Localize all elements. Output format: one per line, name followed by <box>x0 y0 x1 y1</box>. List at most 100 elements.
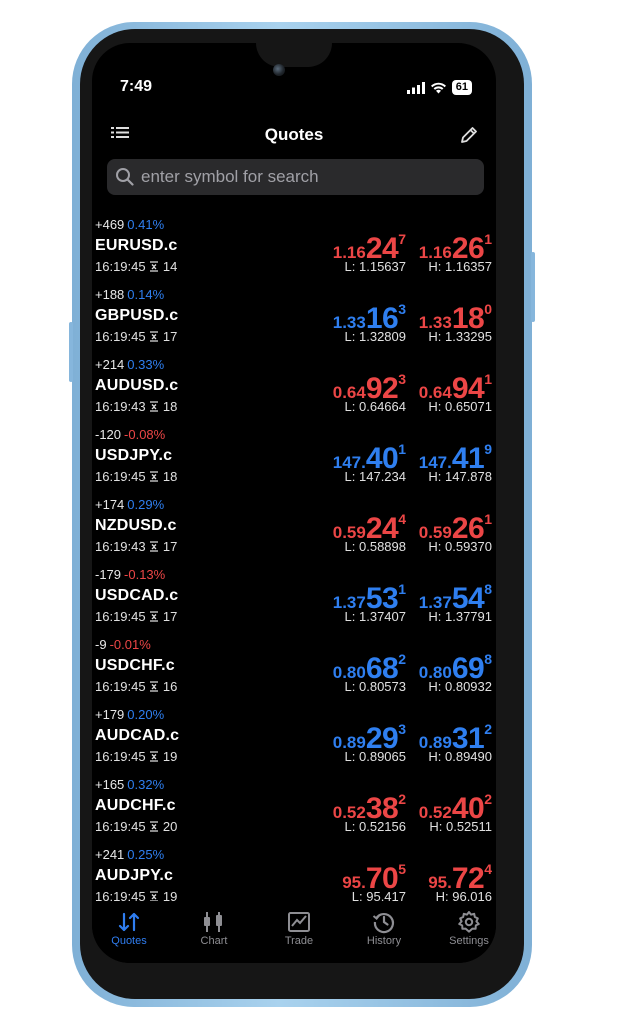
price-prefix: 147. <box>332 453 366 472</box>
symbol-name: AUDJPY.c <box>95 867 174 884</box>
quote-time-spread: 16:19:45 19 <box>95 749 177 764</box>
quote-time-spread: 16:19:43 18 <box>95 399 177 414</box>
ask-price[interactable]: 0.89312 <box>419 713 492 760</box>
quote-row[interactable]: +241 0.25% AUDJPY.c 16:19:45 19 95.705 95.724… <box>92 837 496 901</box>
change-text: +241 0.25% <box>95 847 164 862</box>
history-icon <box>372 913 395 934</box>
quote-time: 16:19:45 <box>95 469 146 484</box>
quote-time: 16:19:45 <box>95 679 146 694</box>
quote-row[interactable]: +214 0.33% AUDUSD.c 16:19:43 18 0.64923 0.649… <box>92 347 496 417</box>
ask-price[interactable]: 147.419 <box>419 433 492 480</box>
search-input[interactable] <box>141 167 481 187</box>
bid-price[interactable]: 0.59244 <box>333 503 406 550</box>
change-points: +188 <box>95 287 125 302</box>
price-prefix: 95. <box>342 873 366 892</box>
quote-row[interactable]: -9 -0.01% USDCHF.c 16:19:45 16 0.80682 0.8069… <box>92 627 496 697</box>
price-fraction: 7 <box>398 231 406 247</box>
price-prefix: 0.64 <box>332 383 366 402</box>
price-prefix: 1.16 <box>332 243 366 262</box>
price-fraction: 8 <box>484 581 492 597</box>
change-percent: -0.13% <box>124 567 166 582</box>
tab-quotes[interactable]: Quotes <box>92 909 169 947</box>
price-fraction: 4 <box>398 511 406 527</box>
phone-frame: 7:49 61 Quotes <box>69 22 535 1007</box>
ask-price[interactable]: 95.724 <box>428 853 492 900</box>
price-fraction: 0 <box>484 301 492 317</box>
change-text: +179 0.20% <box>95 707 164 722</box>
ask-price[interactable]: 1.33180 <box>419 293 492 340</box>
spread-icon <box>150 261 159 272</box>
change-text: -179 -0.13% <box>95 567 165 582</box>
spread-value: 17 <box>162 609 178 624</box>
change-points: +214 <box>95 357 125 372</box>
bid-price[interactable]: 95.705 <box>342 853 406 900</box>
price-fraction: 3 <box>398 301 406 317</box>
settings-icon <box>458 911 480 933</box>
bid-price[interactable]: 0.64923 <box>333 363 406 410</box>
quote-row[interactable]: +469 0.41% EURUSD.c 16:19:45 14 1.16247 1.162… <box>92 207 496 277</box>
price-pips: 24 <box>365 512 399 545</box>
price-pips: 68 <box>365 652 399 685</box>
tab-chart[interactable]: Chart <box>174 909 254 947</box>
volume-button <box>69 322 73 382</box>
price-prefix: 1.37 <box>418 593 452 612</box>
change-percent: 0.14% <box>127 287 165 302</box>
price-prefix: 1.37 <box>332 593 366 612</box>
bid-price[interactable]: 1.16247 <box>333 223 406 270</box>
change-points: +165 <box>95 777 125 792</box>
quote-row[interactable]: -120 -0.08% USDJPY.c 16:19:45 18 147.401 147.… <box>92 417 496 487</box>
bid-price[interactable]: 0.89293 <box>333 713 406 760</box>
change-text: +188 0.14% <box>95 287 164 302</box>
quote-row[interactable]: +165 0.32% AUDCHF.c 16:19:45 20 0.52382 0.524… <box>92 767 496 837</box>
list-icon[interactable] <box>111 125 131 143</box>
change-text: +174 0.29% <box>95 497 164 512</box>
change-points: -120 <box>95 427 122 442</box>
quote-time: 16:19:45 <box>95 329 146 344</box>
change-text: -120 -0.08% <box>95 427 165 442</box>
app-screen: 7:49 61 Quotes <box>92 43 496 963</box>
tab-history[interactable]: History <box>344 909 424 947</box>
quote-time: 16:19:45 <box>95 609 146 624</box>
quote-time: 16:19:43 <box>95 539 146 554</box>
price-fraction: 1 <box>484 231 492 247</box>
spread-value: 19 <box>162 889 178 901</box>
quote-row[interactable]: +174 0.29% NZDUSD.c 16:19:43 17 0.59244 0.592… <box>92 487 496 557</box>
bid-price[interactable]: 1.37531 <box>333 573 406 620</box>
price-fraction: 2 <box>484 791 492 807</box>
ask-price[interactable]: 0.52402 <box>419 783 492 830</box>
low-value: L: 1.37407 <box>344 609 406 624</box>
ask-price[interactable]: 0.64941 <box>419 363 492 410</box>
quote-row[interactable]: +179 0.20% AUDCAD.c 16:19:45 19 0.89293 0.893… <box>92 697 496 767</box>
change-percent: 0.41% <box>127 217 165 232</box>
bid-price[interactable]: 0.52382 <box>333 783 406 830</box>
tab-bar: Quotes Chart Trade History <box>92 901 496 963</box>
bid-price[interactable]: 1.33163 <box>333 293 406 340</box>
ask-price[interactable]: 1.37548 <box>419 573 492 620</box>
price-fraction: 2 <box>484 721 492 737</box>
change-points: +179 <box>95 707 125 722</box>
ask-price[interactable]: 1.16261 <box>419 223 492 270</box>
ask-price[interactable]: 0.80698 <box>419 643 492 690</box>
tab-settings[interactable]: Settings <box>429 909 496 947</box>
change-text: +469 0.41% <box>95 217 164 232</box>
quote-time: 16:19:45 <box>95 749 146 764</box>
spread-value: 16 <box>162 679 178 694</box>
ask-price[interactable]: 0.59261 <box>419 503 492 550</box>
price-fraction: 2 <box>398 651 406 667</box>
search-bar[interactable] <box>107 159 484 195</box>
quote-time: 16:19:45 <box>95 889 146 901</box>
quote-row[interactable]: -179 -0.13% USDCAD.c 16:19:45 17 1.37531 1.37… <box>92 557 496 627</box>
quote-row[interactable]: +188 0.14% GBPUSD.c 16:19:45 17 1.33163 1.331… <box>92 277 496 347</box>
spread-value: 18 <box>162 399 178 414</box>
spread-icon <box>150 751 159 762</box>
status-time: 7:49 <box>120 78 153 95</box>
change-points: +241 <box>95 847 125 862</box>
edit-icon[interactable] <box>459 125 479 145</box>
high-value: H: 0.59370 <box>428 539 492 554</box>
bid-price[interactable]: 0.80682 <box>333 643 406 690</box>
bid-price[interactable]: 147.401 <box>333 433 406 480</box>
spread-value: 19 <box>162 749 178 764</box>
price-fraction: 3 <box>398 371 406 387</box>
low-value: L: 147.234 <box>344 469 406 484</box>
tab-trade[interactable]: Trade <box>259 909 339 947</box>
